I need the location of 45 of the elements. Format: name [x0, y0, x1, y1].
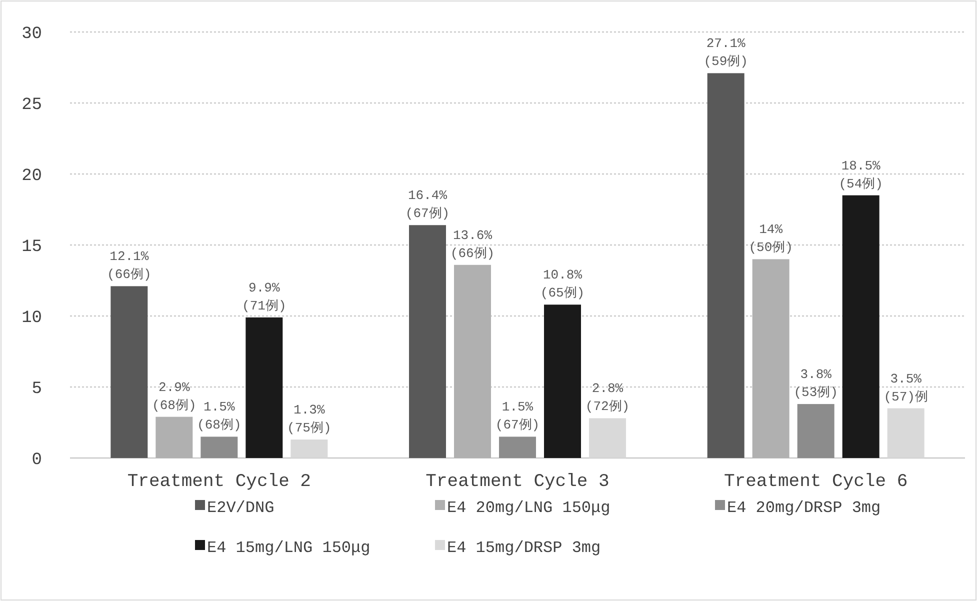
bar — [707, 73, 744, 458]
data-label: 1.3% (75例) — [287, 402, 332, 436]
data-label: 9.9% (71例) — [242, 280, 286, 314]
data-label: 13.6% (66例) — [450, 228, 495, 261]
bar — [246, 317, 283, 458]
data-label: 12.1% (66例) — [107, 249, 152, 282]
legend-label: E4 15mg/DRSP 3mg — [447, 539, 601, 557]
data-label: 27.1% (59例) — [704, 36, 748, 70]
legend-label: E2V/DNG — [207, 499, 274, 517]
data-label: 1.5% (68例) — [197, 400, 242, 433]
bar — [409, 225, 446, 458]
bar — [200, 436, 238, 458]
y-tick-label: 5 — [32, 380, 42, 399]
data-label: 1.5% (67例) — [495, 400, 540, 433]
bar — [499, 436, 536, 458]
bar — [887, 408, 924, 458]
y-tick-label: 15 — [22, 238, 42, 257]
bar — [544, 304, 581, 458]
data-label: 16.4% (67例) — [405, 188, 450, 222]
bar — [156, 416, 193, 458]
bar — [589, 418, 626, 458]
data-label: 3.5% (57)例 — [884, 371, 928, 404]
x-tick-label: Treatment Cycle 6 — [724, 472, 908, 492]
data-label: 2.8% (72例) — [585, 381, 630, 414]
bar — [797, 404, 834, 458]
x-tick-label: Treatment Cycle 2 — [127, 472, 311, 492]
bar — [842, 195, 880, 458]
y-tick-label: 10 — [22, 309, 42, 328]
legend-label: E4 20mg/DRSP 3mg — [727, 499, 881, 517]
data-label: 10.8% (65例) — [540, 268, 585, 301]
legend-label: E4 15mg/LNG 150μg — [207, 539, 370, 557]
data-label: 3.8% (53例) — [794, 367, 838, 400]
y-tick-label: 30 — [22, 25, 42, 44]
x-tick-label: Treatment Cycle 3 — [426, 472, 610, 492]
data-label: 18.5% (54例) — [838, 158, 883, 192]
data-label: 14% (50例) — [748, 222, 793, 256]
data-label: 2.9% (68例) — [152, 380, 196, 413]
bar — [454, 264, 491, 458]
y-tick-label: 20 — [22, 167, 42, 186]
bar — [752, 259, 790, 458]
bar — [290, 440, 328, 458]
y-tick-label: 0 — [32, 451, 42, 470]
y-tick-label: 25 — [22, 96, 42, 115]
bar — [110, 286, 148, 458]
legend-label: E4 20mg/LNG 150μg — [447, 499, 610, 517]
